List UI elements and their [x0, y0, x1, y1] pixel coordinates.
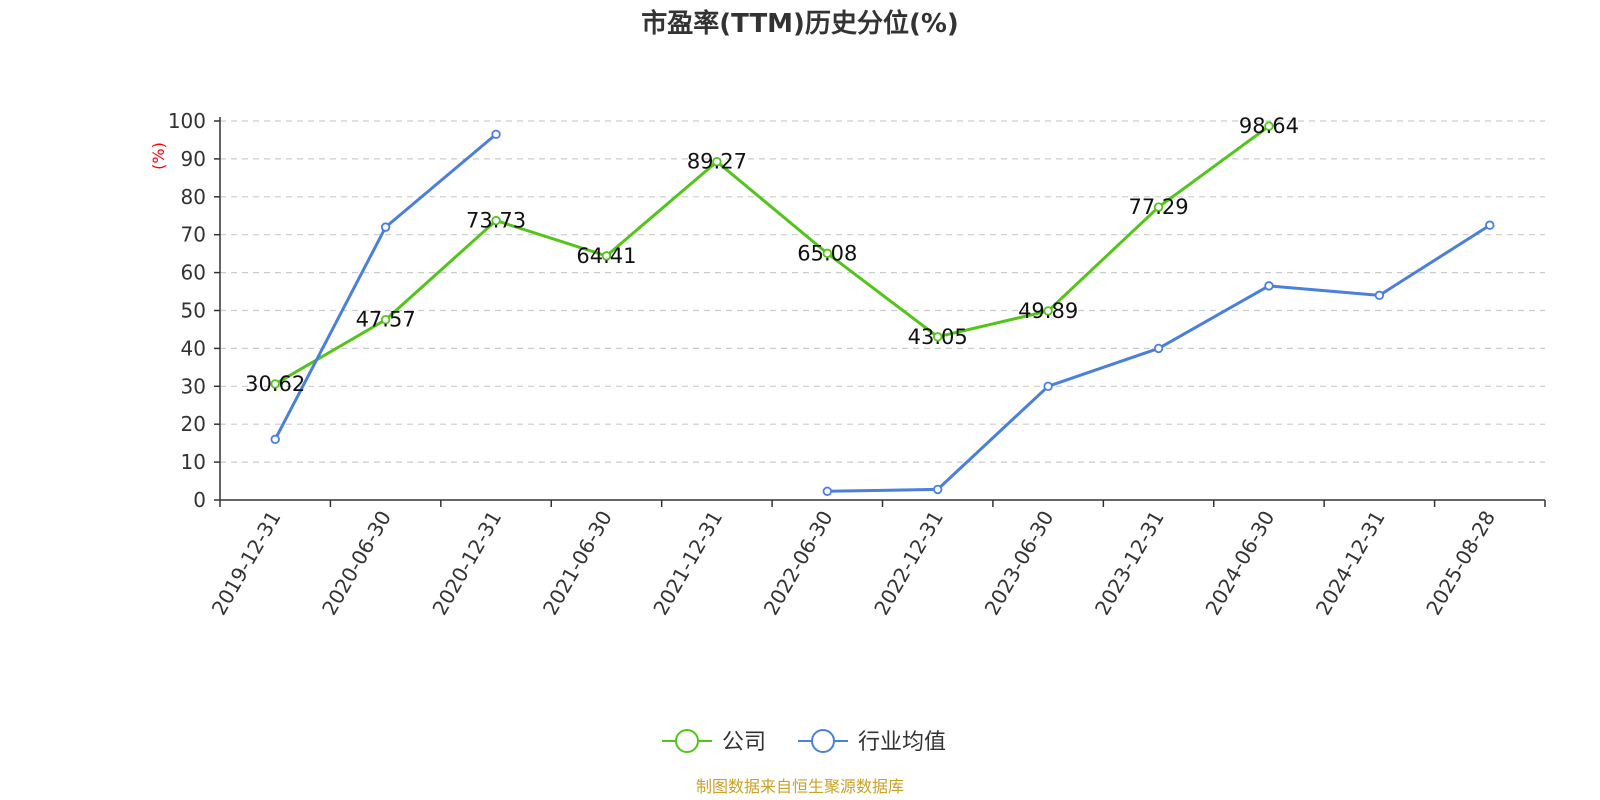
data-point — [1374, 290, 1385, 301]
data-point — [1043, 381, 1053, 391]
data-point — [270, 434, 280, 445]
y-tick-label: 70 — [181, 223, 206, 247]
x-tick-label: 2020-12-31 — [427, 507, 506, 620]
data-point — [822, 486, 832, 496]
legend-swatch-marker — [675, 729, 699, 753]
data-point — [1043, 306, 1053, 316]
y-axis-unit: (%) — [149, 142, 168, 170]
data-point — [1485, 220, 1495, 230]
data-point — [933, 484, 943, 495]
x-tick-label: 2021-12-31 — [648, 507, 727, 620]
axes: 0 10 20 30 40 50 60 70 80 90 100 2019-12-31 2020-06-… — [168, 109, 1546, 620]
data-point — [380, 222, 391, 232]
legend-item-1[interactable]: 行业均值 — [798, 729, 946, 755]
data-label: 43.05 — [908, 325, 968, 349]
chart-title: 市盈率(TTM)历史分位(%) — [641, 8, 959, 39]
x-tick-label: 2020-06-30 — [317, 507, 396, 620]
data-point — [491, 215, 501, 226]
y-tick-label: 40 — [181, 336, 206, 360]
legend-swatch-marker — [811, 729, 835, 753]
x-tick-label: 2023-12-31 — [1090, 507, 1169, 620]
x-tick-label: 2023-06-30 — [980, 507, 1059, 620]
data-point — [270, 379, 280, 389]
y-tick-label: 60 — [181, 261, 206, 285]
data-label: 49.89 — [1018, 299, 1078, 323]
series-line-1 — [827, 223, 1491, 493]
data-label: 73.73 — [466, 209, 526, 233]
data-label: 64.41 — [576, 244, 636, 268]
data-point — [933, 332, 943, 342]
x-tick-label: 2022-12-31 — [869, 507, 948, 620]
legend-item-0[interactable]: 公司 — [662, 729, 766, 755]
y-tick-label: 30 — [181, 374, 206, 398]
data-point — [601, 251, 612, 261]
x-tick-label: 2024-12-31 — [1311, 507, 1390, 620]
data-point — [1153, 343, 1164, 354]
y-tick-label: 100 — [168, 109, 206, 133]
data-label: 98.64 — [1239, 114, 1299, 138]
data-point — [1264, 121, 1274, 131]
series-line-1 — [273, 133, 498, 441]
series-lines — [270, 121, 1495, 496]
source-note: 制图数据来自恒生聚源数据库 — [696, 777, 904, 796]
data-labels: 30.62 47.57 73.73 64.41 89.27 65.08 43.05 49.89… — [245, 114, 1299, 396]
data-point — [380, 315, 391, 325]
legend[interactable]: 公司 行业均值 — [662, 729, 946, 755]
y-tick-label: 0 — [193, 488, 206, 512]
data-point — [1153, 202, 1164, 212]
grid-lines — [220, 120, 1545, 463]
data-label: 65.08 — [797, 241, 857, 265]
x-tick-label: 2019-12-31 — [207, 507, 286, 620]
y-tick-label: 90 — [181, 147, 206, 171]
data-label: 89.27 — [687, 150, 747, 174]
data-point — [491, 129, 501, 139]
legend-label: 行业均值 — [858, 730, 946, 755]
data-point — [822, 248, 832, 259]
y-tick-label: 50 — [181, 299, 206, 323]
data-label: 77.29 — [1128, 195, 1188, 219]
x-tick-label: 2025-08-28 — [1421, 507, 1500, 620]
y-tick-label: 20 — [181, 412, 206, 436]
x-tick-label: 2021-06-30 — [538, 507, 617, 620]
x-tick-label: 2024-06-30 — [1200, 507, 1279, 620]
legend-label: 公司 — [722, 730, 766, 755]
data-label: 47.57 — [356, 308, 416, 332]
series-line-0 — [274, 124, 1270, 386]
data-point — [1264, 281, 1274, 291]
y-tick-label: 10 — [181, 450, 206, 474]
data-label: 30.62 — [245, 372, 305, 396]
y-tick-label: 80 — [181, 185, 206, 209]
data-point — [712, 156, 722, 167]
x-tick-label: 2022-06-30 — [759, 507, 838, 620]
